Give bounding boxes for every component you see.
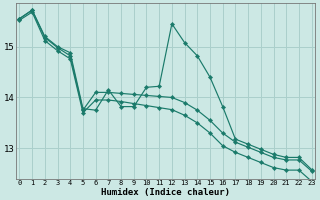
X-axis label: Humidex (Indice chaleur): Humidex (Indice chaleur) <box>101 188 230 197</box>
